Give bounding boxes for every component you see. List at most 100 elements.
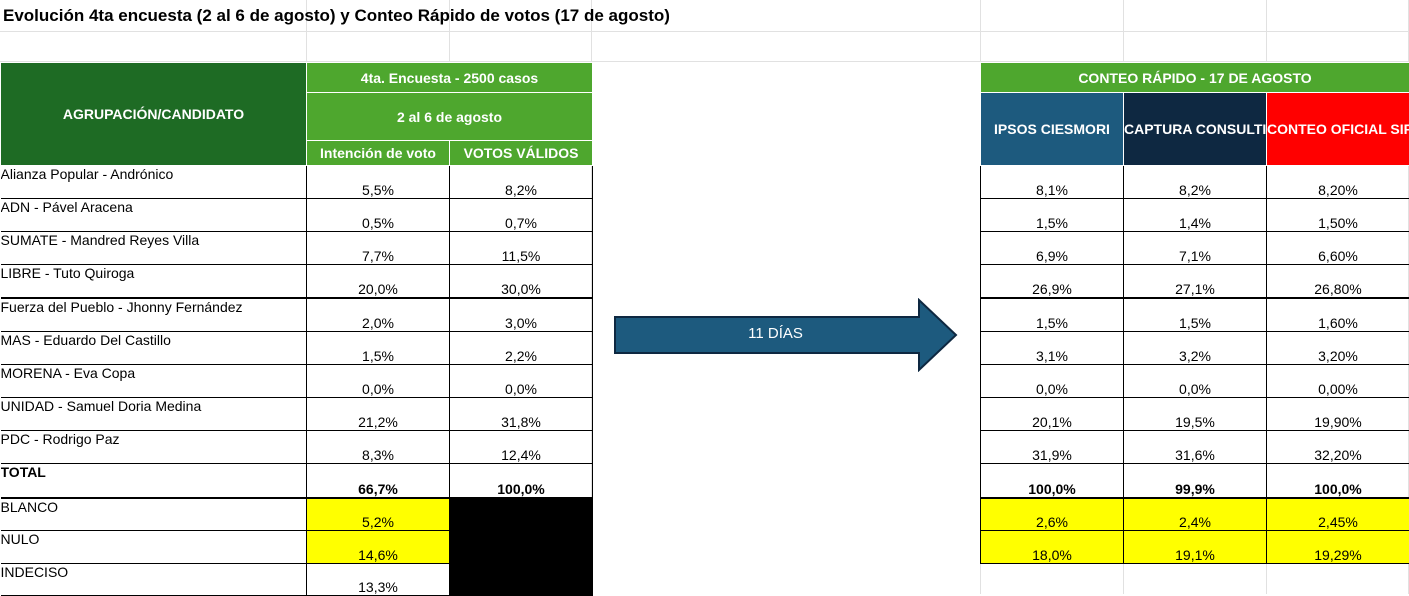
ipsos-cell[interactable]: 3,1% xyxy=(981,332,1124,365)
candidate-name[interactable]: Fuerza del Pueblo - Jhonny Fernández xyxy=(1,298,307,332)
valid-cell[interactable]: 0,7% xyxy=(450,199,593,232)
oficial-cell[interactable]: 0,00% xyxy=(1267,365,1409,398)
intention-cell[interactable]: 20,0% xyxy=(307,265,450,298)
ipsos-cell[interactable]: 1,5% xyxy=(981,298,1124,332)
undecided-label[interactable]: INDECISO xyxy=(1,564,307,596)
captura-cell[interactable]: 7,1% xyxy=(1124,232,1267,265)
table-row: 3,1% 3,2% 3,20% xyxy=(981,332,1409,365)
captura-cell[interactable]: 1,4% xyxy=(1124,199,1267,232)
header-survey-dates[interactable]: 2 al 6 de agosto xyxy=(307,93,593,141)
oficial-cell[interactable]: 19,90% xyxy=(1267,398,1409,431)
valid-cell[interactable]: 8,2% xyxy=(450,166,593,199)
captura-cell[interactable]: 0,0% xyxy=(1124,365,1267,398)
header-quick-count[interactable]: CONTEO RÁPIDO - 17 DE AGOSTO xyxy=(981,63,1409,93)
oficial-cell[interactable]: 32,20% xyxy=(1267,431,1409,464)
intention-cell[interactable]: 21,2% xyxy=(307,398,450,431)
table-row: MAS - Eduardo Del Castillo 1,5% 2,2% xyxy=(1,332,593,365)
oficial-cell[interactable]: 6,60% xyxy=(1267,232,1409,265)
header-ipsos[interactable]: IPSOS CIESMORI xyxy=(981,93,1124,166)
intention-cell[interactable]: 0,5% xyxy=(307,199,450,232)
ipsos-cell[interactable]: 1,5% xyxy=(981,199,1124,232)
total-oficial[interactable]: 100,0% xyxy=(1267,464,1409,498)
valid-cell[interactable]: 0,0% xyxy=(450,365,593,398)
blank-ipsos[interactable]: 2,6% xyxy=(981,498,1124,531)
quick-count-table: CONTEO RÁPIDO - 17 DE AGOSTO IPSOS CIESM… xyxy=(980,62,1409,564)
table-row: 1,5% 1,4% 1,50% xyxy=(981,199,1409,232)
candidate-name[interactable]: UNIDAD - Samuel Doria Medina xyxy=(1,398,307,431)
header-intention[interactable]: Intención de voto xyxy=(307,141,450,166)
table-row: Alianza Popular - Andrónico 5,5% 8,2% xyxy=(1,166,593,199)
total-intention[interactable]: 66,7% xyxy=(307,464,450,498)
intention-cell[interactable]: 5,5% xyxy=(307,166,450,199)
candidate-name[interactable]: SUMATE - Mandred Reyes Villa xyxy=(1,232,307,265)
captura-cell[interactable]: 19,5% xyxy=(1124,398,1267,431)
candidate-name[interactable]: PDC - Rodrigo Paz xyxy=(1,431,307,464)
header-valid-votes[interactable]: VOTOS VÁLIDOS xyxy=(450,141,593,166)
intention-cell[interactable]: 7,7% xyxy=(307,232,450,265)
intention-cell[interactable]: 2,0% xyxy=(307,298,450,332)
captura-cell[interactable]: 31,6% xyxy=(1124,431,1267,464)
null-intention[interactable]: 14,6% xyxy=(307,531,450,564)
null-ipsos[interactable]: 18,0% xyxy=(981,531,1124,564)
table-row: UNIDAD - Samuel Doria Medina 21,2% 31,8% xyxy=(1,398,593,431)
blank-label[interactable]: BLANCO xyxy=(1,498,307,531)
null-label[interactable]: NULO xyxy=(1,531,307,564)
total-ipsos[interactable]: 100,0% xyxy=(981,464,1124,498)
candidate-name[interactable]: MORENA - Eva Copa xyxy=(1,365,307,398)
sheet-title: Evolución 4ta encuesta (2 al 6 de agosto… xyxy=(3,6,670,26)
undecided-intention[interactable]: 13,3% xyxy=(307,564,450,596)
table-row: 1,5% 1,5% 1,60% xyxy=(981,298,1409,332)
table-row: Fuerza del Pueblo - Jhonny Fernández 2,0… xyxy=(1,298,593,332)
table-row: ADN - Pável Aracena 0,5% 0,7% xyxy=(1,199,593,232)
blank-intention[interactable]: 5,2% xyxy=(307,498,450,531)
table-row: PDC - Rodrigo Paz 8,3% 12,4% xyxy=(1,431,593,464)
intention-cell[interactable]: 1,5% xyxy=(307,332,450,365)
blank-captura[interactable]: 2,4% xyxy=(1124,498,1267,531)
table-row: 31,9% 31,6% 32,20% xyxy=(981,431,1409,464)
null-oficial[interactable]: 19,29% xyxy=(1267,531,1409,564)
candidate-name[interactable]: MAS - Eduardo Del Castillo xyxy=(1,332,307,365)
captura-cell[interactable]: 8,2% xyxy=(1124,166,1267,199)
total-row: TOTAL 66,7% 100,0% xyxy=(1,464,593,498)
ipsos-cell[interactable]: 6,9% xyxy=(981,232,1124,265)
ipsos-cell[interactable]: 8,1% xyxy=(981,166,1124,199)
ipsos-cell[interactable]: 20,1% xyxy=(981,398,1124,431)
oficial-cell[interactable]: 8,20% xyxy=(1267,166,1409,199)
null-captura[interactable]: 19,1% xyxy=(1124,531,1267,564)
total-label[interactable]: TOTAL xyxy=(1,464,307,498)
captura-cell[interactable]: 1,5% xyxy=(1124,298,1267,332)
header-agrupacion[interactable]: AGRUPACIÓN/CANDIDATO xyxy=(1,63,307,166)
table-row: 26,9% 27,1% 26,80% xyxy=(981,265,1409,298)
intention-cell[interactable]: 8,3% xyxy=(307,431,450,464)
table-row: MORENA - Eva Copa 0,0% 0,0% xyxy=(1,365,593,398)
intention-cell[interactable]: 0,0% xyxy=(307,365,450,398)
blacked-out-cell[interactable] xyxy=(450,498,593,596)
blank-oficial[interactable]: 2,45% xyxy=(1267,498,1409,531)
candidate-name[interactable]: ADN - Pável Aracena xyxy=(1,199,307,232)
table-row: 8,1% 8,2% 8,20% xyxy=(981,166,1409,199)
valid-cell[interactable]: 2,2% xyxy=(450,332,593,365)
ipsos-cell[interactable]: 0,0% xyxy=(981,365,1124,398)
ipsos-cell[interactable]: 26,9% xyxy=(981,265,1124,298)
header-survey-title[interactable]: 4ta. Encuesta - 2500 casos xyxy=(307,63,593,93)
oficial-cell[interactable]: 3,20% xyxy=(1267,332,1409,365)
valid-cell[interactable]: 12,4% xyxy=(450,431,593,464)
total-captura[interactable]: 99,9% xyxy=(1124,464,1267,498)
valid-cell[interactable]: 11,5% xyxy=(450,232,593,265)
total-valid[interactable]: 100,0% xyxy=(450,464,593,498)
candidate-name[interactable]: LIBRE - Tuto Quiroga xyxy=(1,265,307,298)
valid-cell[interactable]: 30,0% xyxy=(450,265,593,298)
header-oficial[interactable]: CONTEO OFICIAL SIREPRE (AL 95%) xyxy=(1267,93,1409,166)
valid-cell[interactable]: 31,8% xyxy=(450,398,593,431)
table-row: SUMATE - Mandred Reyes Villa 7,7% 11,5% xyxy=(1,232,593,265)
valid-cell[interactable]: 3,0% xyxy=(450,298,593,332)
oficial-cell[interactable]: 1,50% xyxy=(1267,199,1409,232)
oficial-cell[interactable]: 1,60% xyxy=(1267,298,1409,332)
arrow-label: 11 DÍAS xyxy=(613,325,938,342)
ipsos-cell[interactable]: 31,9% xyxy=(981,431,1124,464)
captura-cell[interactable]: 3,2% xyxy=(1124,332,1267,365)
oficial-cell[interactable]: 26,80% xyxy=(1267,265,1409,298)
candidate-name[interactable]: Alianza Popular - Andrónico xyxy=(1,166,307,199)
captura-cell[interactable]: 27,1% xyxy=(1124,265,1267,298)
header-captura[interactable]: CAPTURA CONSULTING xyxy=(1124,93,1267,166)
